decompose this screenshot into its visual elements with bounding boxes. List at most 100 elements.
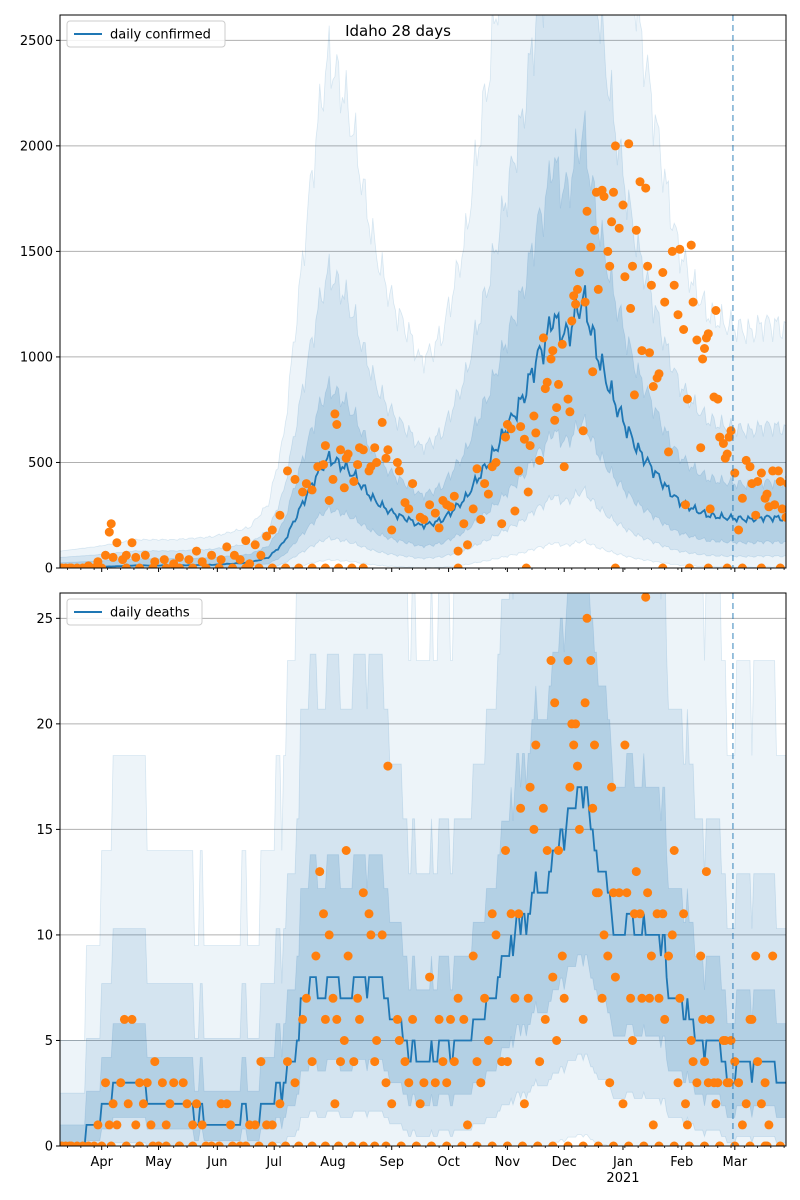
observed-point bbox=[607, 217, 617, 227]
observed-point bbox=[381, 453, 391, 463]
observed-point bbox=[756, 1099, 766, 1109]
observed-point bbox=[491, 930, 501, 940]
observed-point bbox=[722, 449, 732, 459]
observed-point bbox=[387, 1099, 397, 1109]
observed-point-zero bbox=[161, 1141, 171, 1146]
observed-point-zero bbox=[148, 1141, 158, 1146]
observed-point-zero bbox=[563, 1141, 573, 1146]
x-tick-label: Jun bbox=[206, 1155, 227, 1170]
observed-point bbox=[430, 508, 440, 518]
observed-point bbox=[324, 930, 334, 940]
observed-point bbox=[686, 1036, 696, 1045]
observed-point bbox=[262, 531, 272, 541]
observed-point bbox=[531, 740, 541, 750]
uncertainty-band bbox=[60, 110, 786, 568]
observed-point bbox=[713, 394, 723, 404]
observed-point bbox=[119, 1014, 129, 1024]
x-tick-label: Mar bbox=[723, 1155, 748, 1170]
observed-point-zero bbox=[639, 1141, 649, 1146]
observed-point-zero bbox=[610, 563, 620, 568]
observed-point bbox=[483, 1036, 493, 1045]
observed-point bbox=[535, 1057, 545, 1067]
observed-point bbox=[635, 909, 645, 919]
observed-point bbox=[506, 909, 516, 919]
observed-point bbox=[142, 1078, 152, 1088]
observed-point bbox=[343, 449, 353, 459]
observed-point bbox=[468, 504, 478, 514]
observed-point-zero bbox=[135, 563, 145, 568]
observed-point bbox=[614, 223, 624, 233]
observed-point bbox=[514, 909, 524, 919]
observed-point bbox=[453, 546, 463, 556]
observed-point bbox=[459, 1014, 469, 1024]
observed-point bbox=[275, 510, 285, 520]
observed-point bbox=[645, 348, 654, 358]
observed-point bbox=[290, 1078, 300, 1088]
x-tick-label: Nov bbox=[495, 1155, 521, 1170]
confirmed-x-axis bbox=[67, 568, 785, 572]
observed-point bbox=[159, 555, 169, 565]
observed-point bbox=[688, 1057, 698, 1067]
observed-point bbox=[698, 1014, 708, 1024]
observed-point bbox=[565, 782, 575, 792]
observed-point bbox=[610, 972, 620, 982]
observed-point bbox=[705, 504, 715, 514]
observed-point bbox=[381, 1078, 391, 1088]
observed-point-zero bbox=[334, 1141, 344, 1146]
observed-point-zero bbox=[294, 563, 304, 568]
observed-point bbox=[563, 656, 573, 665]
observed-point-zero bbox=[722, 563, 732, 568]
observed-point bbox=[622, 888, 632, 898]
observed-point bbox=[516, 803, 526, 813]
observed-point bbox=[446, 502, 455, 512]
observed-point bbox=[349, 477, 359, 486]
observed-point bbox=[336, 445, 345, 455]
observed-point bbox=[711, 1099, 721, 1109]
observed-point bbox=[624, 139, 634, 149]
observed-point-zero bbox=[148, 563, 158, 568]
observed-point bbox=[696, 951, 706, 961]
observed-point bbox=[681, 500, 690, 510]
observed-point bbox=[590, 740, 599, 750]
observed-point bbox=[501, 432, 510, 442]
observed-point bbox=[620, 272, 630, 282]
observed-point-zero bbox=[700, 1141, 709, 1146]
observed-point bbox=[548, 972, 558, 982]
observed-point bbox=[628, 1036, 637, 1045]
observed-point bbox=[760, 1078, 770, 1088]
observed-point bbox=[192, 1099, 201, 1109]
observed-point bbox=[753, 1057, 763, 1067]
observed-point bbox=[298, 1014, 308, 1024]
observed-point bbox=[197, 1120, 207, 1130]
observed-point bbox=[523, 487, 533, 497]
uncertainty-band bbox=[60, 593, 786, 1146]
observed-point bbox=[667, 246, 677, 256]
observed-point-zero bbox=[518, 1141, 527, 1146]
observed-point-zero bbox=[745, 1141, 755, 1146]
deaths-panel: 0 5 10 15 20 25 Apr May Jun Jul Aug Sep Oct Nov Dec Ja… bbox=[36, 592, 787, 1186]
observed-point bbox=[764, 1120, 774, 1130]
y-tick-label: 500 bbox=[28, 456, 53, 471]
observed-point bbox=[751, 510, 761, 520]
observed-point bbox=[525, 441, 535, 451]
observed-point-zero bbox=[135, 1141, 145, 1146]
observed-point bbox=[629, 390, 639, 400]
observed-point bbox=[459, 519, 469, 529]
observed-point bbox=[542, 377, 552, 387]
observed-point bbox=[131, 1120, 141, 1130]
observed-point-zero bbox=[214, 563, 224, 568]
observed-point bbox=[290, 474, 300, 484]
observed-point bbox=[104, 1120, 114, 1130]
observed-point-zero bbox=[281, 563, 291, 568]
observed-point bbox=[377, 417, 387, 427]
observed-point bbox=[339, 483, 349, 493]
observed-point bbox=[529, 411, 539, 421]
deaths-model-line-group bbox=[60, 786, 786, 1146]
observed-point bbox=[618, 200, 628, 210]
observed-point bbox=[169, 1078, 179, 1088]
observed-point bbox=[315, 867, 325, 877]
observed-point bbox=[675, 993, 685, 1003]
observed-point-zero bbox=[174, 563, 184, 568]
observed-point bbox=[108, 552, 118, 562]
observed-point bbox=[174, 552, 184, 562]
